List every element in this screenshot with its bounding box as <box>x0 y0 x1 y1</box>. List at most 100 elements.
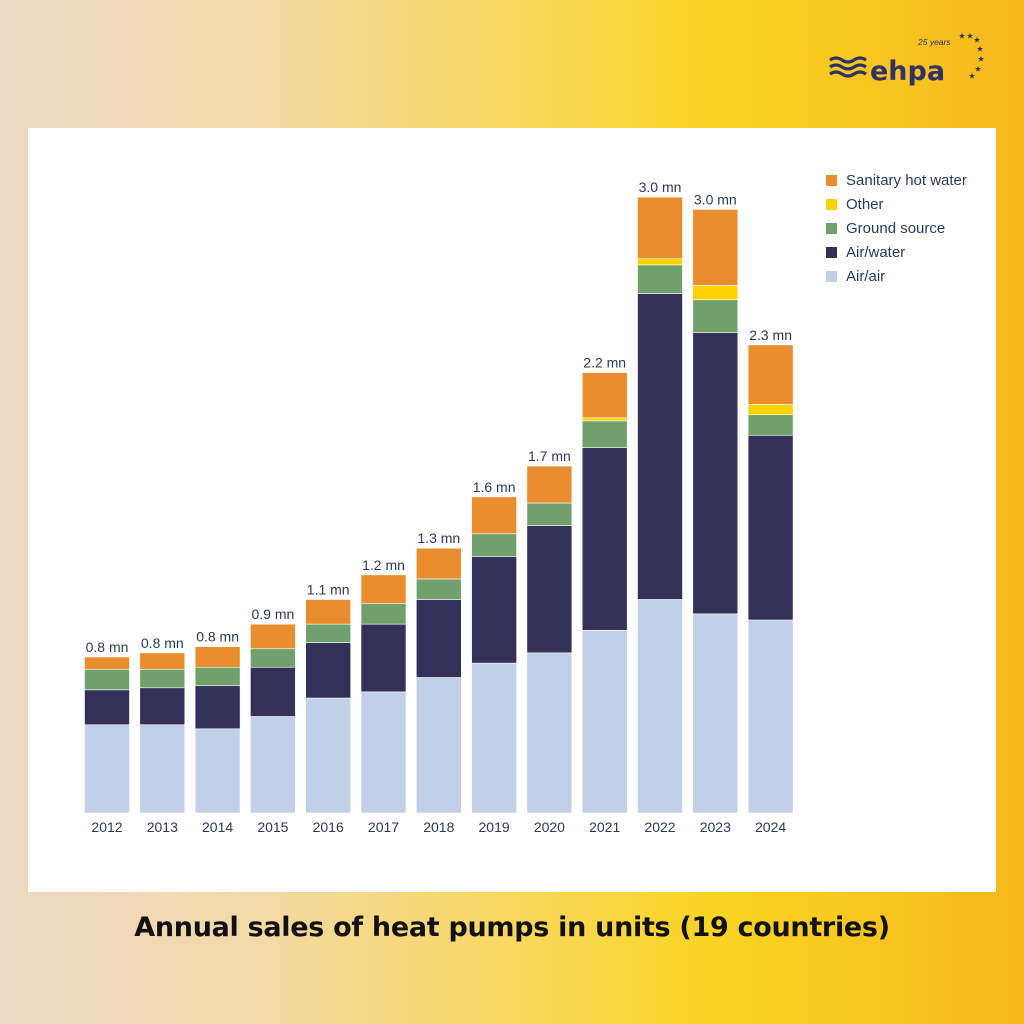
total-label-2021: 2.2 mn <box>583 355 626 371</box>
x-tick-label-2018: 2018 <box>423 819 454 835</box>
bar-segment-air-water-2012 <box>84 689 130 726</box>
bar-segment-sanitary-hot-water-2014 <box>194 646 241 668</box>
x-tick-label-2021: 2021 <box>589 819 620 835</box>
chart-title: Annual sales of heat pumps in units (19 … <box>134 912 890 943</box>
legend-label-sanitary-hot-water: Sanitary hot water <box>846 172 967 189</box>
bar-segment-air-air-2015 <box>250 716 296 814</box>
bar-segment-air-water-2013 <box>139 687 186 726</box>
logo-text: ehpa <box>870 56 945 87</box>
ehpa-logo: ehpa 25 years <box>826 30 986 95</box>
bar-segment-ground-source-2017 <box>360 603 407 625</box>
total-label-2024: 2.3 mn <box>749 327 792 343</box>
bar-segment-air-air-2023 <box>692 613 739 814</box>
bar-segment-sanitary-hot-water-2017 <box>360 574 407 604</box>
bar-segment-ground-source-2018 <box>415 578 462 600</box>
bar-segment-air-air-2020 <box>526 652 573 814</box>
star-icon <box>976 45 984 52</box>
bar-segment-air-water-2015 <box>250 666 296 717</box>
total-label-2017: 1.2 mn <box>362 557 405 573</box>
x-tick-label-2022: 2022 <box>644 819 675 835</box>
bar-segment-sanitary-hot-water-2016 <box>305 599 352 625</box>
bar-segment-sanitary-hot-water-2018 <box>415 547 462 580</box>
star-icon <box>974 65 982 72</box>
bar-segment-ground-source-2015 <box>250 648 296 668</box>
bar-segment-air-air-2021 <box>581 629 628 814</box>
bar-segment-sanitary-hot-water-2024 <box>747 344 794 405</box>
bar-segment-sanitary-hot-water-2022 <box>637 196 683 259</box>
total-label-2013: 0.8 mn <box>141 635 184 651</box>
legend-label-air-water: Air/water <box>846 244 905 261</box>
x-tick-label-2012: 2012 <box>91 819 122 835</box>
x-tick-label-2020: 2020 <box>534 819 565 835</box>
total-label-2020: 1.7 mn <box>528 448 571 464</box>
total-label-2023: 3.0 mn <box>694 191 737 207</box>
legend-label-air-air: Air/air <box>846 268 885 285</box>
legend-swatch-ground-source <box>826 223 837 234</box>
x-tick-label-2015: 2015 <box>257 819 288 835</box>
bar-segment-ground-source-2021 <box>581 420 628 448</box>
star-icon <box>958 32 966 39</box>
bar-segment-air-water-2024 <box>747 434 794 621</box>
stars-icon <box>958 32 985 79</box>
legend-swatch-air-air <box>826 271 837 282</box>
bar-segment-air-water-2019 <box>471 556 517 664</box>
bar-segment-ground-source-2023 <box>692 299 739 333</box>
bar-segment-air-water-2017 <box>360 623 407 693</box>
bar-segment-sanitary-hot-water-2023 <box>692 209 739 286</box>
waves-icon <box>829 56 867 78</box>
bar-segment-air-air-2013 <box>139 724 186 814</box>
bar-segment-ground-source-2019 <box>471 533 517 557</box>
total-label-2012: 0.8 mn <box>86 639 129 655</box>
bar-segment-other-2021 <box>581 417 628 422</box>
bar-segment-sanitary-hot-water-2015 <box>250 623 296 650</box>
bar-segment-air-air-2012 <box>84 724 130 814</box>
bar-segment-air-air-2017 <box>360 691 407 814</box>
bar-segment-ground-source-2022 <box>637 264 683 294</box>
bar-segment-other-2024 <box>747 404 794 416</box>
bar-segment-air-water-2021 <box>581 447 628 631</box>
star-icon <box>977 55 985 62</box>
legend-swatch-sanitary-hot-water <box>826 175 837 186</box>
star-icon <box>968 72 976 79</box>
bar-segment-air-water-2023 <box>692 332 739 615</box>
legend-swatch-other <box>826 199 837 210</box>
stacked-bar-chart: 0.8 mn 2012 0.8 mn 2013 0.8 mn 2014 0.9 mn 2015… <box>84 172 967 835</box>
x-tick-label-2013: 2013 <box>147 819 178 835</box>
bar-segment-air-air-2024 <box>747 619 794 814</box>
total-label-2018: 1.3 mn <box>417 530 460 546</box>
bar-segment-air-air-2022 <box>637 599 683 814</box>
bar-segment-ground-source-2020 <box>526 502 573 526</box>
x-tick-label-2014: 2014 <box>202 819 233 835</box>
total-label-2016: 1.1 mn <box>307 581 350 597</box>
bar-segment-air-water-2022 <box>637 293 683 600</box>
bar-segment-air-air-2016 <box>305 697 352 814</box>
bar-segment-ground-source-2013 <box>139 668 186 689</box>
bar-segment-air-water-2014 <box>194 685 241 730</box>
bar-segment-air-air-2019 <box>471 662 517 814</box>
total-label-2019: 1.6 mn <box>473 479 516 495</box>
x-tick-label-2016: 2016 <box>313 819 344 835</box>
star-icon <box>966 32 974 39</box>
logo-tagline: 25 years <box>917 37 951 47</box>
star-icon <box>973 36 981 43</box>
legend-swatch-air-water <box>826 247 837 258</box>
x-tick-label-2024: 2024 <box>755 819 786 835</box>
bar-segment-sanitary-hot-water-2019 <box>471 496 517 535</box>
bar-segment-ground-source-2024 <box>747 414 794 436</box>
x-tick-label-2023: 2023 <box>700 819 731 835</box>
x-tick-label-2017: 2017 <box>368 819 399 835</box>
bar-segment-other-2022 <box>637 258 683 266</box>
bar-segment-sanitary-hot-water-2012 <box>84 656 130 670</box>
legend-label-other: Other <box>846 196 884 213</box>
bar-segment-air-water-2016 <box>305 642 352 699</box>
legend-label-ground-source: Ground source <box>846 220 945 237</box>
x-tick-label-2019: 2019 <box>479 819 510 835</box>
bar-segment-sanitary-hot-water-2013 <box>139 652 186 670</box>
bar-segment-other-2023 <box>692 285 739 301</box>
bar-segment-ground-source-2012 <box>84 668 130 691</box>
total-label-2022: 3.0 mn <box>639 179 682 195</box>
bar-segment-sanitary-hot-water-2020 <box>526 465 573 504</box>
total-label-2015: 0.9 mn <box>251 606 294 622</box>
total-label-2014: 0.8 mn <box>196 629 239 645</box>
bar-segment-air-water-2018 <box>415 599 462 678</box>
